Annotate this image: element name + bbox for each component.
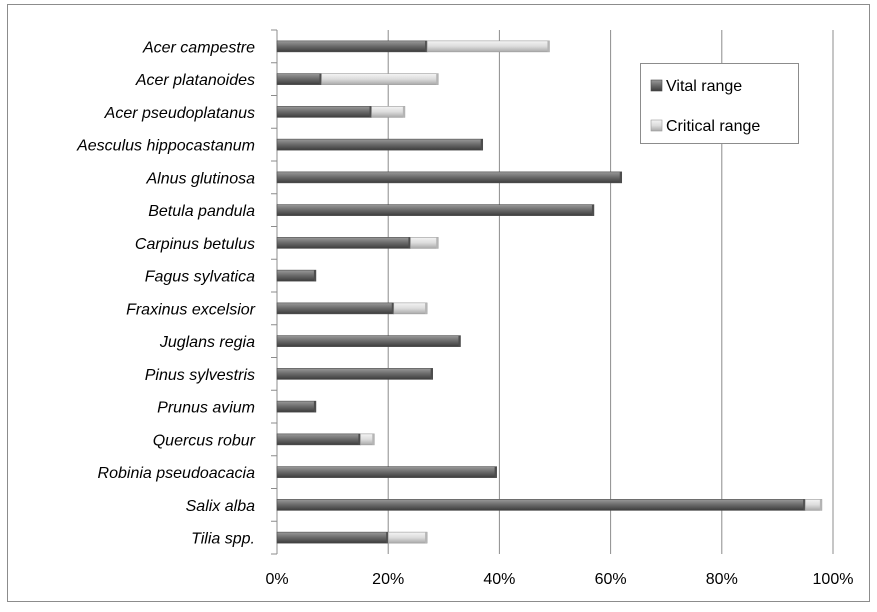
bar-end-cap: [436, 237, 439, 249]
legend-label: Critical range: [666, 118, 760, 135]
category-label: Betula pandula: [148, 203, 255, 220]
category-label: Salix alba: [186, 498, 255, 515]
bar-end-cap: [547, 40, 550, 52]
bar-end-cap: [313, 270, 316, 282]
legend-label: Vital range: [666, 78, 742, 95]
category-label: Acer pseudoplatanus: [104, 105, 255, 122]
bar-end-cap: [425, 302, 428, 314]
bar-end-cap: [480, 139, 483, 151]
category-label: Alnus glutinosa: [145, 170, 255, 187]
bar-vital-range: [276, 400, 317, 413]
bar-end-cap: [458, 335, 461, 347]
x-tick-label: 60%: [595, 571, 627, 588]
bar-end-cap: [319, 73, 322, 85]
bar-vital-range: [276, 138, 484, 151]
bar-end-cap: [402, 106, 405, 118]
bar-end-cap: [408, 237, 411, 249]
x-tick-label: 0%: [265, 571, 288, 588]
bar-vital-range: [276, 433, 361, 446]
bar-end-cap: [591, 204, 594, 216]
category-label: Pinus sylvestris: [145, 367, 255, 384]
bar-end-cap: [425, 532, 428, 544]
bar-vital-range: [276, 171, 623, 184]
category-label: Robinia pseudoacacia: [98, 465, 256, 482]
bar-critical-range: [426, 40, 550, 53]
category-label: Acer campestre: [142, 39, 255, 56]
bar-vital-range: [276, 204, 595, 216]
x-tick-labels: 0% 20% 40% 60% 80% 100%: [265, 571, 853, 588]
bar-critical-range: [360, 433, 375, 446]
category-label: Fagus sylvatica: [145, 269, 255, 286]
category-label: Acer platanoides: [135, 72, 255, 89]
category-label: Quercus robur: [153, 432, 256, 449]
category-label: Fraxinus excelsior: [126, 301, 256, 318]
bar-critical-range: [804, 499, 823, 511]
bar-critical-range: [321, 73, 439, 85]
bar-end-cap: [313, 401, 316, 413]
bar-end-cap: [619, 171, 622, 183]
bar-vital-range: [276, 40, 428, 53]
category-label: Carpinus betulus: [135, 236, 255, 253]
x-tick-label: 100%: [813, 571, 854, 588]
bar-vital-range: [276, 269, 317, 282]
category-label: Tilia spp.: [191, 531, 255, 548]
bar-end-cap: [358, 433, 361, 445]
category-label: Aesculus hippocastanum: [76, 138, 255, 155]
bar-critical-range: [371, 106, 406, 118]
bar-vital-range: [276, 499, 806, 511]
category-label: Prunus avium: [157, 400, 255, 417]
bar-vital-range: [276, 335, 461, 347]
bars: [276, 40, 823, 544]
bar-end-cap: [430, 368, 433, 380]
bar-vital-range: [276, 368, 433, 380]
bar-end-cap: [391, 302, 394, 314]
bar-end-cap: [386, 532, 389, 544]
bar-vital-range: [276, 73, 322, 85]
bar-vital-range: [276, 106, 372, 118]
bar-end-cap: [372, 433, 375, 445]
bar-critical-range: [387, 531, 428, 544]
bar-vital-range: [276, 466, 497, 478]
bar-vital-range: [276, 237, 411, 249]
x-tick-label: 20%: [372, 571, 404, 588]
bar-critical-range: [410, 237, 439, 249]
category-labels: Acer campestre Acer platanoides Acer pseud…: [76, 39, 256, 547]
x-tick-label: 80%: [706, 571, 738, 588]
x-tick-label: 40%: [483, 571, 515, 588]
legend: Vital range Critical range: [640, 63, 799, 144]
bar-end-cap: [803, 499, 806, 511]
bar-end-cap: [425, 40, 428, 52]
bar-end-cap: [436, 73, 439, 85]
category-label: Juglans regia: [159, 334, 255, 351]
legend-box: [640, 63, 799, 144]
bar-critical-range: [393, 302, 428, 315]
bar-end-cap: [819, 499, 822, 511]
legend-swatch: [650, 119, 663, 132]
bar-end-cap: [494, 466, 497, 478]
bar-vital-range: [276, 302, 395, 315]
legend-swatch: [650, 79, 663, 92]
bar-end-cap: [369, 106, 372, 118]
bar-vital-range: [276, 531, 389, 544]
